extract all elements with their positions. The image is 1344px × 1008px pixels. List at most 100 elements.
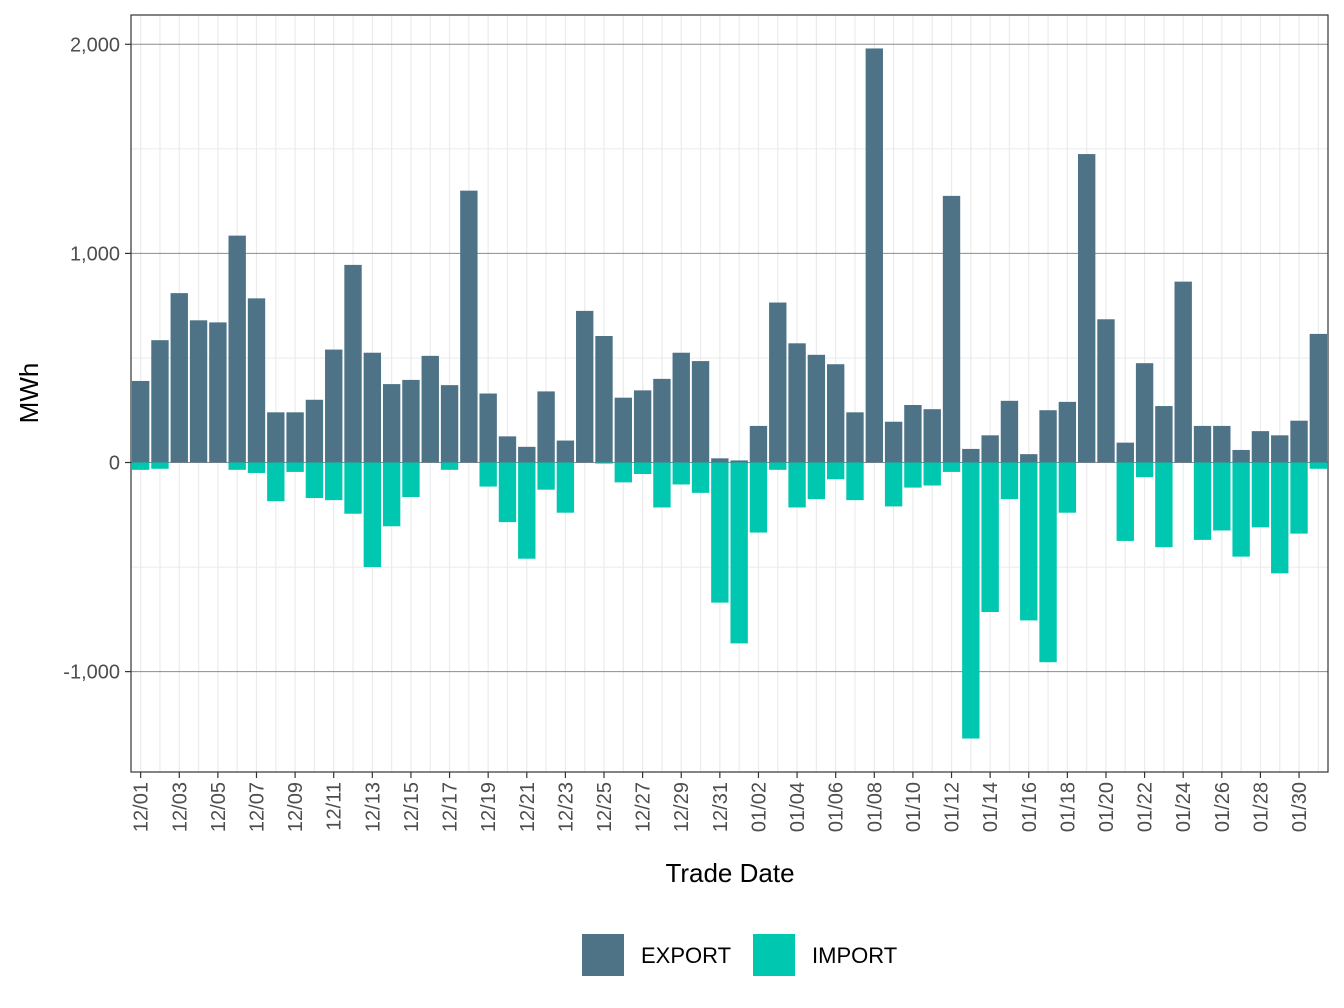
- bar-import: [614, 462, 633, 483]
- x-tick-label: 12/15: [401, 782, 423, 832]
- bar-export: [923, 409, 941, 463]
- bar-export: [1039, 410, 1057, 463]
- x-tick-label: 01/28: [1250, 782, 1272, 832]
- x-tick-label: 01/24: [1173, 782, 1195, 832]
- bar-import: [653, 462, 671, 508]
- bar-export: [769, 302, 787, 463]
- bar-import: [904, 462, 922, 488]
- bar-import: [1155, 462, 1173, 548]
- y-tick-label: -1,000: [63, 662, 120, 684]
- bar-export: [537, 391, 555, 463]
- bar-export: [189, 320, 208, 463]
- bar-export: [1213, 425, 1231, 463]
- bar-export: [962, 448, 980, 463]
- x-tick-label: 01/12: [942, 782, 964, 832]
- bar-import: [518, 462, 536, 559]
- bar-export: [1097, 319, 1115, 463]
- bar-export: [633, 390, 652, 463]
- bar-export: [749, 425, 768, 463]
- bar-export: [498, 436, 517, 463]
- bar-export: [614, 397, 633, 463]
- bar-export: [209, 322, 227, 463]
- x-tick-label: 12/27: [633, 782, 655, 832]
- bar-export: [1193, 425, 1212, 463]
- y-tick-label: 2,000: [70, 34, 120, 56]
- x-tick-label: 12/31: [710, 782, 732, 832]
- axes: -1,000 0 1,000 2,000 12/01 12/03 12/05 12/07 12/…: [63, 14, 1329, 832]
- bar-export: [228, 235, 246, 463]
- x-tick-label: 01/06: [826, 782, 848, 832]
- x-tick-label: 12/13: [362, 782, 384, 832]
- bar-export: [1232, 449, 1250, 463]
- bar-export: [151, 340, 169, 463]
- bar-import: [981, 462, 999, 613]
- x-tick-label: 01/22: [1135, 782, 1157, 832]
- bar-export: [1174, 281, 1192, 463]
- legend-swatch-import: [753, 934, 795, 976]
- bar-import: [942, 462, 961, 472]
- bar-export: [363, 352, 382, 463]
- bar-export: [421, 355, 439, 463]
- bar-export: [1155, 406, 1173, 463]
- bar-import: [1193, 462, 1212, 540]
- bar-import: [1232, 462, 1250, 557]
- bar-import: [1135, 462, 1154, 478]
- legend-label-export: EXPORT: [641, 943, 731, 968]
- bar-export: [247, 298, 266, 463]
- bar-export: [1309, 333, 1328, 463]
- bar-import: [595, 462, 613, 464]
- x-tick-label: 12/25: [594, 782, 616, 832]
- bar-import: [826, 462, 845, 480]
- bar-export: [1077, 154, 1096, 463]
- x-tick-label: 12/17: [440, 782, 462, 832]
- x-tick-label: 01/26: [1212, 782, 1234, 832]
- x-tick-label: 12/05: [208, 782, 230, 832]
- x-tick-label: 01/02: [748, 782, 770, 832]
- bar-import: [962, 462, 980, 739]
- bar-import: [1020, 462, 1038, 621]
- bar-import: [633, 462, 652, 475]
- bar-export: [267, 412, 285, 463]
- bar-import: [1058, 462, 1077, 513]
- bar-import: [884, 462, 903, 507]
- bar-import: [749, 462, 768, 533]
- x-tick-label: 12/01: [131, 782, 153, 832]
- bar-export: [846, 412, 864, 463]
- bar-export: [556, 440, 575, 463]
- panel-border: [130, 14, 1329, 773]
- legend: EXPORT IMPORT: [582, 934, 897, 976]
- bar-export: [1020, 454, 1038, 463]
- y-tick-label: 0: [109, 453, 120, 475]
- bar-import: [730, 462, 748, 644]
- x-tick-label: 01/30: [1289, 782, 1311, 832]
- bar-import: [498, 462, 517, 523]
- bar-import: [228, 462, 246, 470]
- bar-export: [1116, 442, 1134, 463]
- bar-import: [923, 462, 941, 486]
- bar-import: [846, 462, 864, 501]
- bar-import: [672, 462, 690, 485]
- bar-export: [1058, 401, 1077, 463]
- bar-export: [904, 405, 922, 463]
- bar-import: [1290, 462, 1308, 534]
- bar-export: [402, 379, 420, 463]
- bar-export: [1271, 435, 1289, 463]
- x-tick-label: 12/07: [246, 782, 268, 832]
- bar-import: [807, 462, 826, 500]
- bar-export: [382, 384, 401, 463]
- bar-export: [672, 352, 690, 463]
- x-tick-label: 12/19: [478, 782, 500, 832]
- bar-export: [170, 293, 188, 463]
- bar-export: [518, 446, 536, 463]
- bar-import: [1309, 462, 1328, 469]
- bar-import: [382, 462, 401, 527]
- bar-export: [865, 48, 883, 463]
- bar-import: [537, 462, 555, 490]
- bar-import: [788, 462, 806, 508]
- legend-label-import: IMPORT: [812, 943, 897, 968]
- bar-import: [1251, 462, 1270, 528]
- x-tick-label: 12/11: [324, 782, 346, 831]
- bar-export: [131, 380, 150, 463]
- bar-export: [942, 195, 961, 463]
